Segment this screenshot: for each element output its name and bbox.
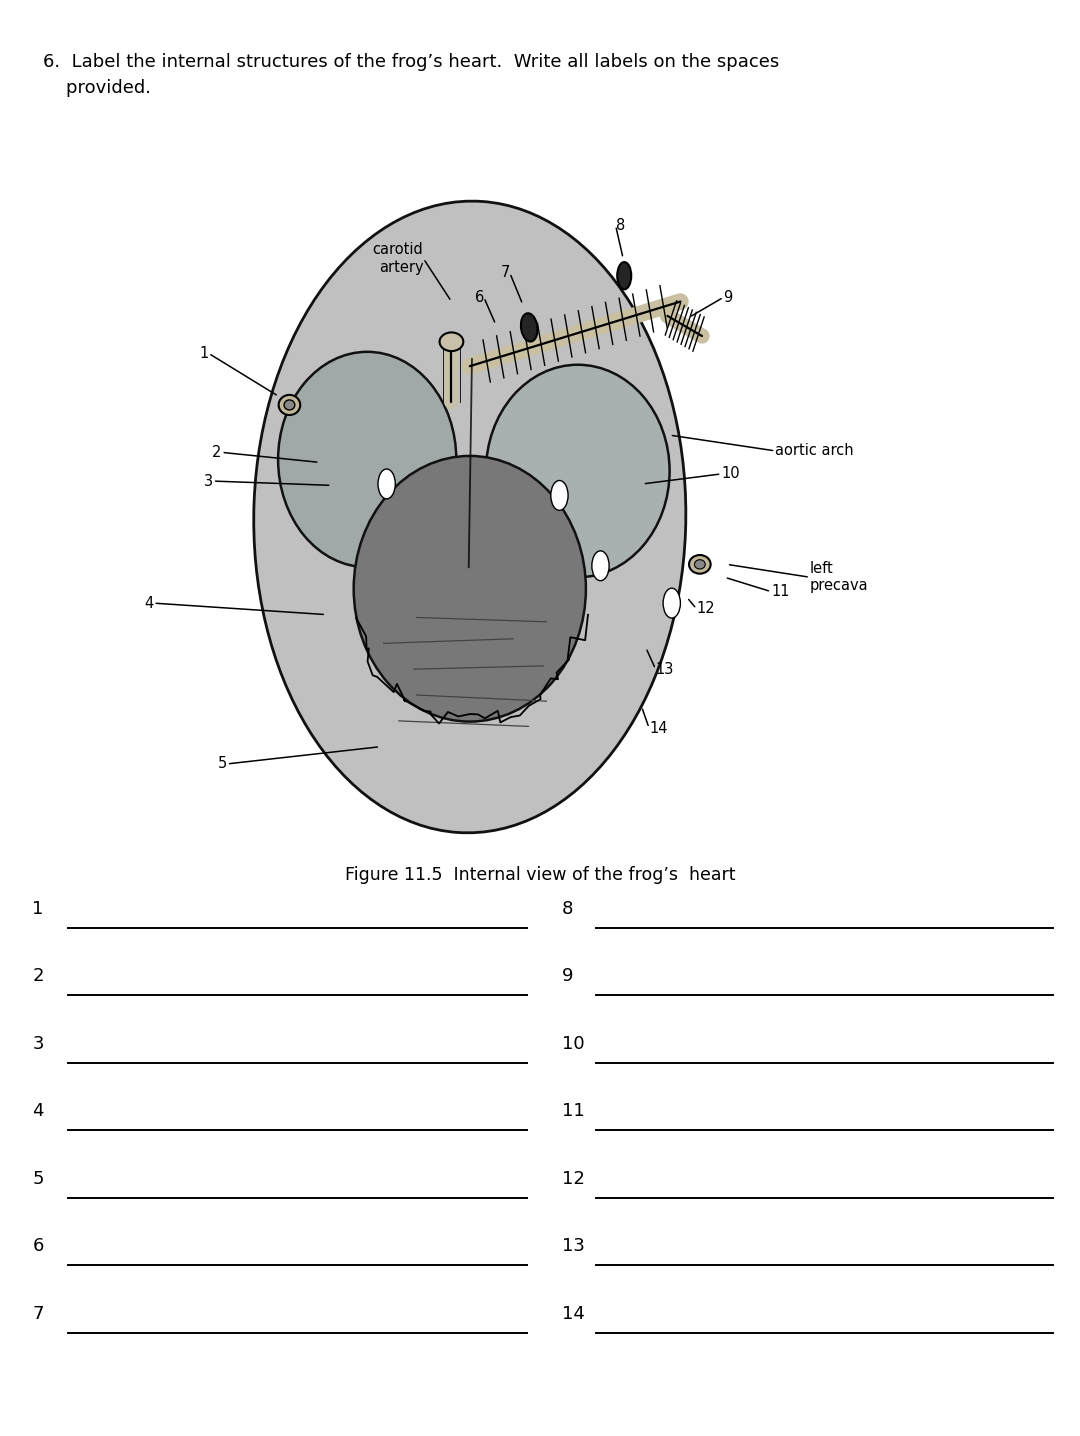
- Text: 6: 6: [474, 290, 484, 304]
- Text: 10: 10: [562, 1034, 584, 1053]
- Text: 5: 5: [32, 1169, 44, 1188]
- Text: 6.  Label the internal structures of the frog’s heart.  Write all labels on the : 6. Label the internal structures of the …: [43, 53, 780, 72]
- Ellipse shape: [689, 556, 711, 573]
- Ellipse shape: [378, 470, 395, 498]
- Text: 12: 12: [562, 1169, 584, 1188]
- Text: 14: 14: [562, 1304, 584, 1323]
- Text: 12: 12: [697, 602, 715, 616]
- Ellipse shape: [440, 332, 463, 352]
- Ellipse shape: [592, 551, 609, 580]
- Text: 11: 11: [771, 584, 789, 599]
- Text: 1: 1: [32, 899, 44, 918]
- Text: 2: 2: [212, 445, 221, 460]
- Ellipse shape: [694, 560, 705, 569]
- Text: 8: 8: [562, 899, 573, 918]
- Text: 9: 9: [724, 290, 733, 304]
- Text: left
precava: left precava: [810, 561, 868, 593]
- Text: Figure 11.5  Internal view of the frog’s  heart: Figure 11.5 Internal view of the frog’s …: [345, 866, 735, 885]
- Text: 3: 3: [32, 1034, 44, 1053]
- Text: 8: 8: [616, 218, 625, 233]
- Text: carotid
artery: carotid artery: [373, 243, 423, 274]
- Text: 9: 9: [562, 966, 573, 985]
- Ellipse shape: [279, 395, 300, 415]
- Text: 1: 1: [199, 346, 208, 360]
- Text: 7: 7: [32, 1304, 44, 1323]
- Ellipse shape: [284, 399, 295, 411]
- Text: 2: 2: [32, 966, 44, 985]
- Text: 13: 13: [562, 1236, 584, 1255]
- Text: 11: 11: [562, 1101, 584, 1120]
- Text: 5: 5: [217, 757, 227, 771]
- Ellipse shape: [551, 481, 568, 510]
- Text: 10: 10: [721, 467, 740, 481]
- Text: 6: 6: [32, 1236, 44, 1255]
- Ellipse shape: [486, 365, 670, 577]
- Text: 4: 4: [32, 1101, 44, 1120]
- Text: 7: 7: [500, 266, 510, 280]
- Text: 13: 13: [656, 662, 674, 676]
- Ellipse shape: [663, 589, 680, 617]
- Text: provided.: provided.: [43, 79, 151, 98]
- Ellipse shape: [279, 352, 457, 567]
- Text: 14: 14: [649, 721, 667, 735]
- Ellipse shape: [618, 261, 631, 290]
- Ellipse shape: [354, 455, 585, 721]
- Ellipse shape: [521, 313, 538, 342]
- Text: 3: 3: [204, 474, 213, 488]
- Text: aortic arch: aortic arch: [775, 444, 854, 458]
- Ellipse shape: [254, 201, 686, 833]
- Text: 4: 4: [144, 596, 153, 610]
